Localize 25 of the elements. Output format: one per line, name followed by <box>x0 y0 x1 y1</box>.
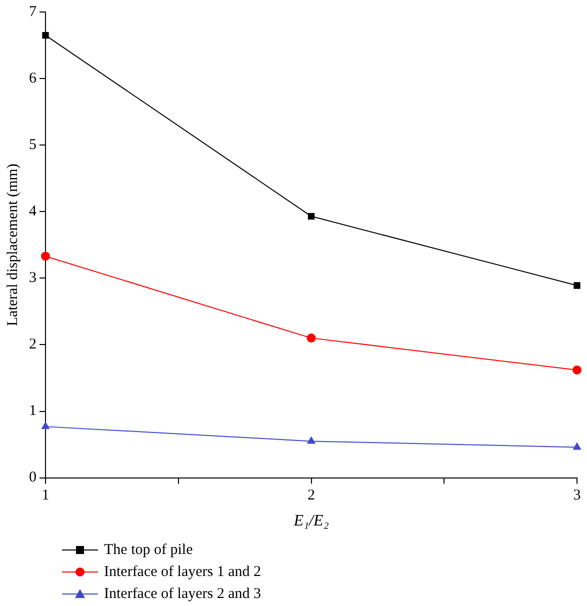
y-tick-label: 7 <box>29 4 37 20</box>
x-tick-label: 3 <box>573 488 581 504</box>
y-tick-label: 2 <box>29 336 36 353</box>
point <box>307 436 316 444</box>
point <box>573 442 581 450</box>
legend-label: Interface of layers 2 and 3 <box>104 586 262 602</box>
y-tick-label: 4 <box>29 204 37 220</box>
x-tick-label: 2 <box>308 488 315 504</box>
legend-label: Interface of layers 1 and 2 <box>104 564 262 580</box>
y-tick-label: 0 <box>29 470 36 486</box>
y-tick-label: 3 <box>29 270 36 286</box>
point <box>41 252 50 261</box>
legend-label: The top of pile <box>104 542 193 558</box>
point <box>42 422 50 430</box>
y-tick-label: 5 <box>29 137 36 154</box>
point <box>42 32 49 39</box>
y-tick-label: 6 <box>29 70 37 86</box>
y-tick-label: 1 <box>29 403 36 420</box>
point <box>574 282 580 289</box>
point <box>306 334 316 343</box>
y-axis-title: Lateral displacement (mm) <box>4 164 21 326</box>
point <box>572 366 582 374</box>
x-axis-title: E₁/E₂ <box>292 512 330 530</box>
point <box>308 212 315 220</box>
x-tick-label: 1 <box>42 488 50 504</box>
